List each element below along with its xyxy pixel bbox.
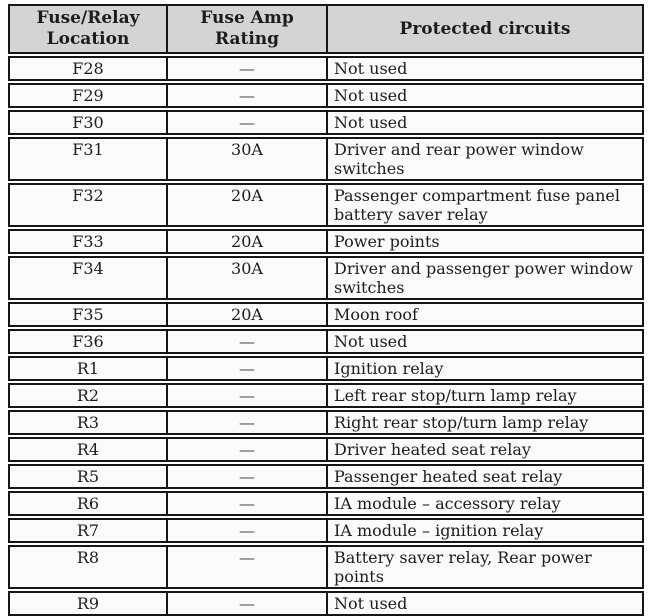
table-row: R4 — Driver heated seat relay [8, 437, 644, 462]
fuse-location-cell: R7 [76, 521, 100, 540]
fuse-location-cell: R4 [76, 440, 100, 459]
table-row: F30 — Not used [8, 110, 644, 135]
protected-circuits-cell: Not used [334, 86, 408, 105]
fuse-location-cell: R3 [76, 413, 100, 432]
amp-rating-cell: 20A [166, 231, 328, 252]
amp-rating-cell: 20A [166, 304, 328, 325]
fuse-location-cell: R8 [76, 548, 100, 567]
amp-rating-cell: — [166, 439, 328, 460]
amp-rating-cell: — [166, 385, 328, 406]
amp-rating-cell: — [166, 593, 328, 614]
table-row: R7 — IA module – ignition relay [8, 518, 644, 543]
fuse-location-cell: R9 [76, 594, 100, 613]
amp-rating-cell: 30A [166, 139, 328, 179]
fuse-location-cell: R6 [76, 494, 100, 513]
table-row: R2 — Left rear stop/turn lamp relay [8, 383, 644, 408]
amp-rating-cell: — [166, 520, 328, 541]
header-fuse-relay-location: Fuse/Relay Location [36, 8, 140, 49]
protected-circuits-cell: Power points [334, 232, 440, 251]
table-row: R5 — Passenger heated seat relay [8, 464, 644, 489]
table-row: F32 20A Passenger compartment fuse panel… [8, 183, 644, 227]
header-fuse-amp-rating: Fuse Amp Rating [166, 6, 328, 52]
protected-circuits-cell: Driver heated seat relay [334, 440, 531, 459]
protected-circuits-cell: Not used [334, 113, 408, 132]
fuse-location-cell: F30 [72, 113, 104, 132]
table-header-row: Fuse/Relay Location Fuse Amp Rating Prot… [8, 4, 644, 54]
protected-circuits-cell: Right rear stop/turn lamp relay [334, 413, 589, 432]
fuse-location-cell: F32 [72, 186, 104, 205]
fuse-location-cell: R1 [76, 359, 100, 378]
fuse-location-cell: F36 [72, 332, 104, 351]
amp-rating-cell: 30A [166, 258, 328, 298]
protected-circuits-cell: Driver and rear power window switches [334, 140, 584, 178]
table-row: R1 — Ignition relay [8, 356, 644, 381]
fuse-location-cell: F33 [72, 232, 104, 251]
table-row: F34 30A Driver and passenger power windo… [8, 256, 644, 300]
table-row: F29 — Not used [8, 83, 644, 108]
fuse-location-cell: F31 [72, 140, 104, 159]
fuse-location-cell: R2 [76, 386, 100, 405]
amp-rating-cell: — [166, 547, 328, 587]
table-row: F33 20A Power points [8, 229, 644, 254]
amp-rating-cell: — [166, 112, 328, 133]
protected-circuits-cell: Passenger compartment fuse panel battery… [334, 186, 620, 224]
fuse-location-cell: F29 [72, 86, 104, 105]
protected-circuits-cell: Moon roof [334, 305, 418, 324]
protected-circuits-cell: Not used [334, 594, 408, 613]
header-protected-circuits: Protected circuits [399, 18, 571, 39]
fuse-location-cell: F28 [72, 59, 104, 78]
protected-circuits-cell: Ignition relay [334, 359, 444, 378]
protected-circuits-cell: IA module – ignition relay [334, 521, 544, 540]
table-row: R8 — Battery saver relay, Rear power poi… [8, 545, 644, 589]
amp-rating-cell: — [166, 358, 328, 379]
fuse-location-cell: F35 [72, 305, 104, 324]
amp-rating-cell: — [166, 412, 328, 433]
fuse-location-cell: F34 [72, 259, 104, 278]
table-row: F31 30A Driver and rear power window swi… [8, 137, 644, 181]
protected-circuits-cell: Left rear stop/turn lamp relay [334, 386, 577, 405]
amp-rating-cell: — [166, 493, 328, 514]
protected-circuits-cell: IA module – accessory relay [334, 494, 561, 513]
table-row: F36 — Not used [8, 329, 644, 354]
protected-circuits-cell: Not used [334, 332, 408, 351]
table-row: R9 — Not used [8, 591, 644, 616]
protected-circuits-cell: Not used [334, 59, 408, 78]
amp-rating-cell: — [166, 331, 328, 352]
fuse-location-cell: R5 [76, 467, 100, 486]
fuse-relay-table: Fuse/Relay Location Fuse Amp Rating Prot… [8, 4, 644, 616]
table-row: R3 — Right rear stop/turn lamp relay [8, 410, 644, 435]
protected-circuits-cell: Driver and passenger power window switch… [334, 259, 633, 297]
table-row: F35 20A Moon roof [8, 302, 644, 327]
amp-rating-cell: 20A [166, 185, 328, 225]
table-row: R6 — IA module – accessory relay [8, 491, 644, 516]
amp-rating-cell: — [166, 85, 328, 106]
amp-rating-cell: — [166, 466, 328, 487]
protected-circuits-cell: Battery saver relay, Rear power points [334, 548, 592, 586]
amp-rating-cell: — [166, 58, 328, 79]
protected-circuits-cell: Passenger heated seat relay [334, 467, 563, 486]
table-row: F28 — Not used [8, 56, 644, 81]
